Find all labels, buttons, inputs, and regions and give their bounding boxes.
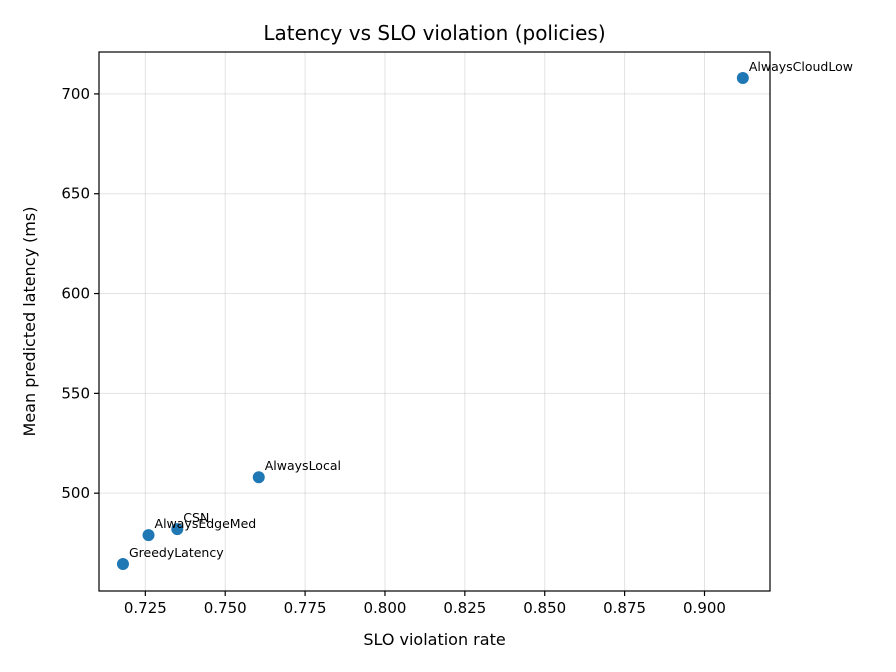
data-point [736,71,749,84]
y-tick-label: 500 [61,484,90,502]
scatter-points [116,71,749,571]
data-point [142,529,155,542]
point-label: AlwaysCloudLow [749,59,853,74]
plot-frame [98,51,771,592]
point-label: AlwaysEdgeMed [155,516,257,531]
x-tick-label: 0.875 [603,599,646,617]
x-tick-label: 0.825 [443,599,486,617]
y-tick-label: 550 [61,384,90,402]
x-tick-label: 0.725 [124,599,167,617]
data-point [116,558,129,571]
point-annotations: AlwaysCloudLow AlwaysLocal CSNAlwaysEdgeMe… [129,59,853,560]
x-tick-label: 0.900 [683,599,726,617]
y-axis-label: Mean predicted latency (ms) [20,207,39,437]
x-axis-label: SLO violation rate [363,630,505,649]
x-tick-label: 0.800 [363,599,406,617]
chart-title: Latency vs SLO violation (policies) [263,21,605,45]
y-axis-ticks: 500 550 600 650 700 [61,85,99,502]
data-point [252,471,265,484]
data-point [171,523,184,536]
x-axis-ticks: 0.725 0.750 0.775 0.800 0.825 0.850 0.875 0.900 [124,591,726,617]
y-tick-label: 650 [61,185,90,203]
point-label: AlwaysLocal [265,458,341,473]
point-label: GreedyLatency [129,545,224,560]
y-tick-label: 700 [61,85,90,103]
x-tick-label: 0.775 [284,599,327,617]
x-tick-label: 0.750 [204,599,247,617]
x-tick-label: 0.850 [523,599,566,617]
grid-lines [99,52,770,591]
point-label: CSN [183,510,209,525]
y-tick-label: 600 [61,285,90,303]
